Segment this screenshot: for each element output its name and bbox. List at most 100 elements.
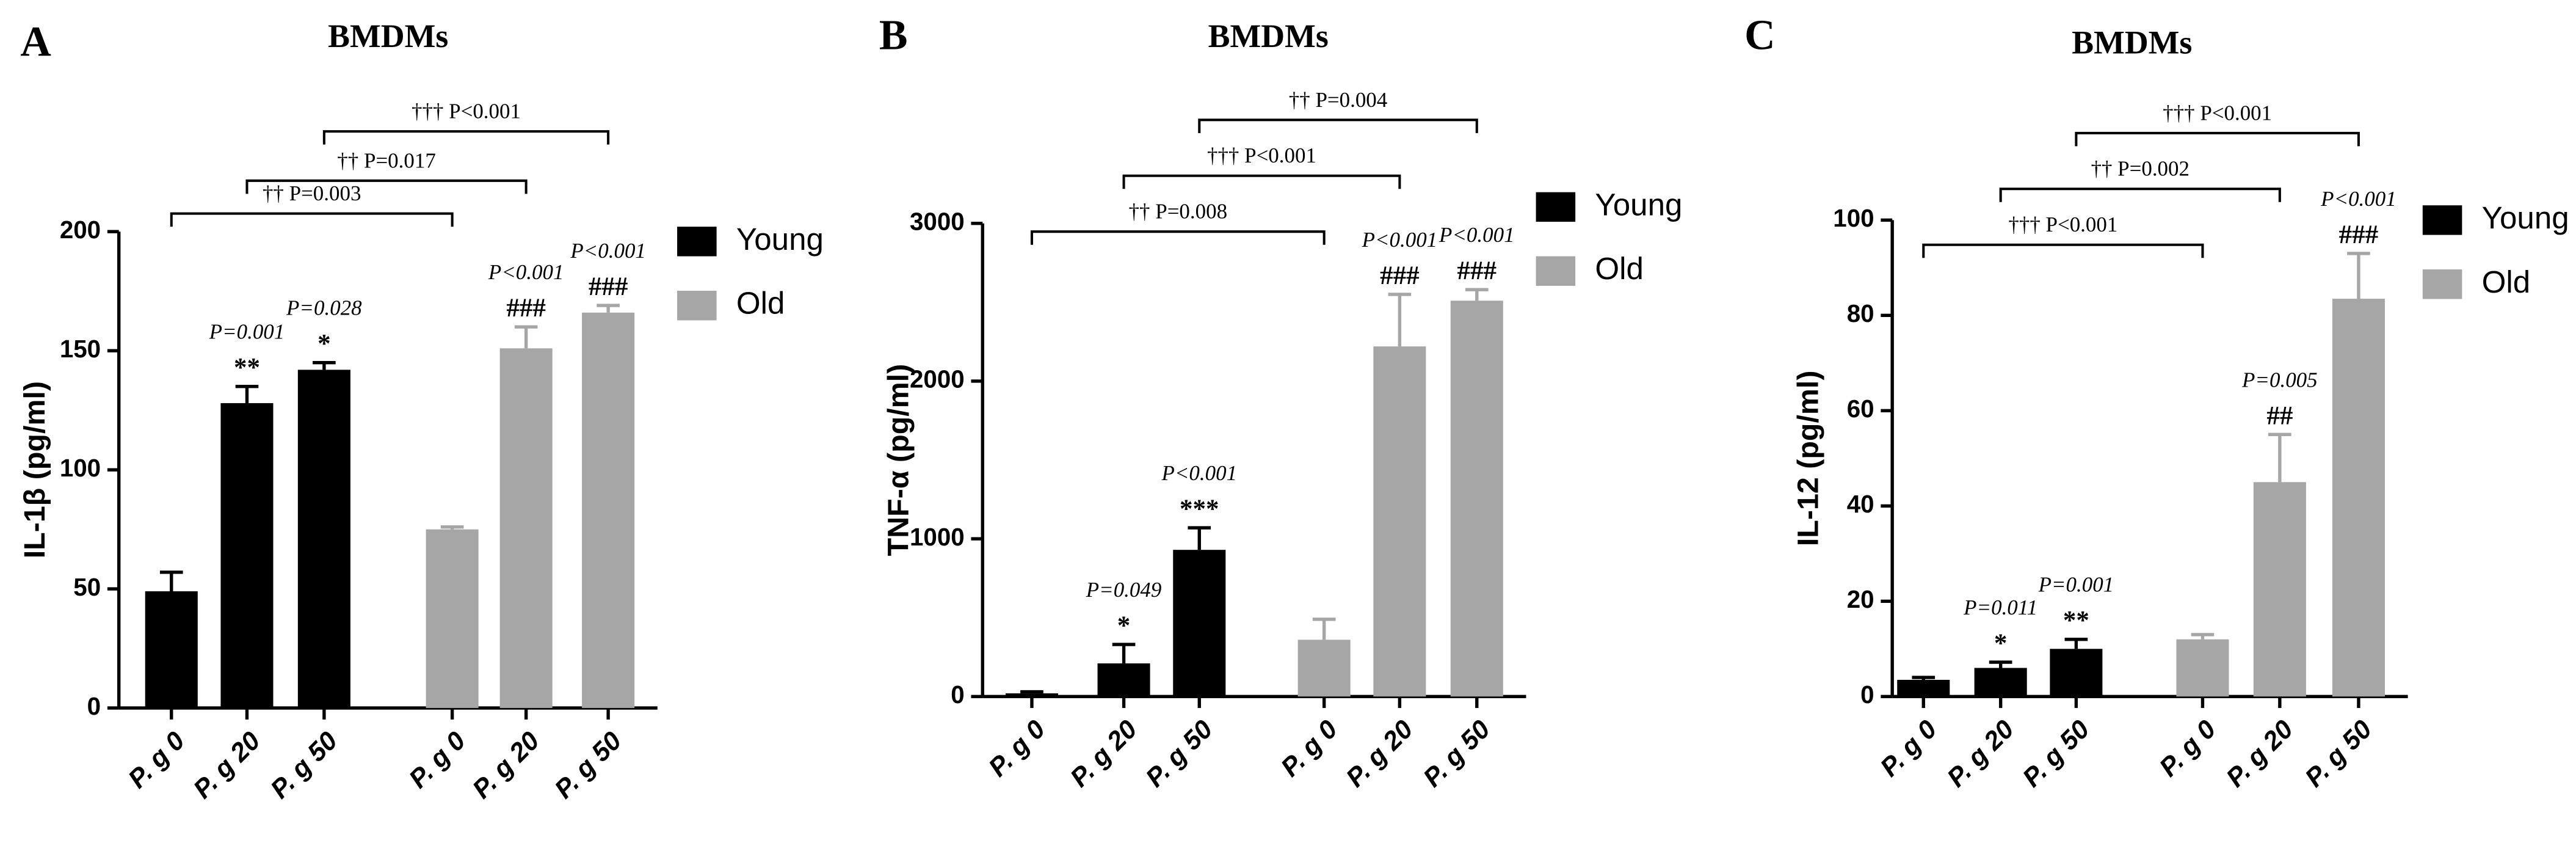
x-tick-label: P. g 0 <box>1874 715 1942 782</box>
p-value: P<0.001 <box>570 239 646 263</box>
legend-swatch <box>1536 256 1576 286</box>
bar <box>499 348 553 709</box>
bar <box>1297 640 1351 697</box>
bar <box>1450 301 1503 697</box>
significance-stars: ### <box>589 272 628 301</box>
bar <box>220 403 274 709</box>
error-bar <box>1312 618 1336 640</box>
bracket-label: †† P=0.004 <box>1289 88 1388 112</box>
bracket-label: †† P=0.003 <box>263 181 361 205</box>
x-tick-label: P. g 50 <box>2017 715 2095 793</box>
y-tick-label: 150 <box>60 335 101 363</box>
legend-swatch <box>1536 192 1576 222</box>
bar <box>2332 299 2385 697</box>
y-tick-label: 60 <box>1847 395 1874 423</box>
bar <box>1974 668 2027 697</box>
bracket-label: ††† P<0.001 <box>412 100 521 123</box>
significance-stars: ### <box>1380 261 1420 290</box>
y-axis-label: IL-12 (pg/ml) <box>1791 370 1824 546</box>
error-bar <box>235 384 259 403</box>
significance-stars: ** <box>2063 607 2089 635</box>
bar <box>2176 639 2229 697</box>
p-value: P<0.001 <box>1161 461 1237 485</box>
x-tick-label: P. g 0 <box>983 715 1051 782</box>
x-tick-label: P. g 0 <box>404 726 471 794</box>
x-tick-label: P. g 20 <box>1341 715 1419 793</box>
panel-label: C <box>1744 12 1775 59</box>
p-value: P<0.001 <box>488 260 564 284</box>
chart-title: BMDMs <box>2072 24 2192 61</box>
x-tick-label: P. g 20 <box>467 726 545 804</box>
bar <box>1373 346 1426 697</box>
comparison-bracket <box>1999 188 2281 202</box>
comparison-bracket <box>170 212 454 227</box>
y-tick-label: 2000 <box>910 365 965 393</box>
error-bar <box>440 525 464 530</box>
bracket-label: †† P=0.017 <box>337 148 436 172</box>
error-bar <box>514 325 538 349</box>
error-bar <box>159 571 183 592</box>
y-tick-label: 200 <box>60 216 101 244</box>
bar <box>1097 663 1150 697</box>
p-value: P=0.011 <box>1963 596 2037 619</box>
legend-swatch <box>2422 205 2462 235</box>
comparison-bracket <box>322 130 610 145</box>
bracket-label: †† P=0.008 <box>1129 200 1228 224</box>
error-bar <box>1388 293 1412 347</box>
x-tick-label: P. g 0 <box>123 726 190 794</box>
x-tick-label: P. g 20 <box>1065 715 1143 793</box>
legend-swatch <box>677 227 717 257</box>
x-tick-label: P. g 50 <box>1140 715 1218 793</box>
y-tick-label: 100 <box>1833 204 1874 232</box>
error-bar <box>2064 637 2088 649</box>
error-bar <box>1020 690 1043 694</box>
y-tick-label: 0 <box>951 680 964 709</box>
y-tick-label: 1000 <box>910 523 965 551</box>
error-bar <box>313 360 336 370</box>
significance-stars: ### <box>506 294 546 323</box>
x-tick-label: P. g 20 <box>1942 715 2020 793</box>
legend-label: Young <box>2482 200 2569 235</box>
y-tick-label: 50 <box>73 573 101 601</box>
bar <box>582 312 635 709</box>
y-axis-label: TNF-α (pg/ml) <box>882 364 915 556</box>
p-value: P<0.001 <box>1362 228 1438 252</box>
comparison-bracket <box>1122 174 1401 189</box>
p-value: P<0.001 <box>2320 187 2396 211</box>
comparison-bracket <box>2075 131 2360 147</box>
error-bar <box>2347 252 2370 299</box>
bracket-label: ††† P<0.001 <box>2163 101 2272 125</box>
x-tick-label: P. g 50 <box>1418 715 1496 793</box>
error-bar <box>1112 643 1136 664</box>
bar <box>1173 550 1226 697</box>
p-value: P=0.049 <box>1086 578 1162 602</box>
y-tick-label: 100 <box>60 454 101 482</box>
panel-label: B <box>879 12 908 59</box>
p-value: P=0.001 <box>2038 573 2114 597</box>
legend-swatch <box>2422 269 2462 299</box>
significance-stars: * <box>1994 629 2008 658</box>
y-tick-label: 0 <box>1860 680 1874 709</box>
x-tick-label: P. g 20 <box>188 726 266 804</box>
x-tick-label: P. g 50 <box>549 726 627 804</box>
significance-stars: * <box>1117 611 1131 640</box>
error-bar <box>1465 288 1489 301</box>
x-tick-label: P. g 20 <box>2221 715 2299 793</box>
error-bar <box>1989 660 2012 668</box>
error-bar <box>1912 676 1936 680</box>
y-tick-label: 3000 <box>910 207 965 235</box>
bracket-label: ††† P<0.001 <box>1207 144 1316 167</box>
legend-swatch <box>677 291 717 321</box>
comparison-bracket <box>1030 230 1326 245</box>
p-value: P<0.001 <box>1439 223 1515 247</box>
x-tick-label: P. g 0 <box>1275 715 1343 782</box>
significance-stars: ### <box>2339 221 2379 249</box>
significance-stars: ## <box>2266 401 2293 430</box>
bracket-label: ††† P<0.001 <box>2008 213 2117 236</box>
y-tick-label: 40 <box>1847 490 1874 518</box>
x-tick-label: P. g 0 <box>2154 715 2222 782</box>
chart-title: BMDMs <box>328 18 448 54</box>
legend-label: Old <box>736 286 785 321</box>
